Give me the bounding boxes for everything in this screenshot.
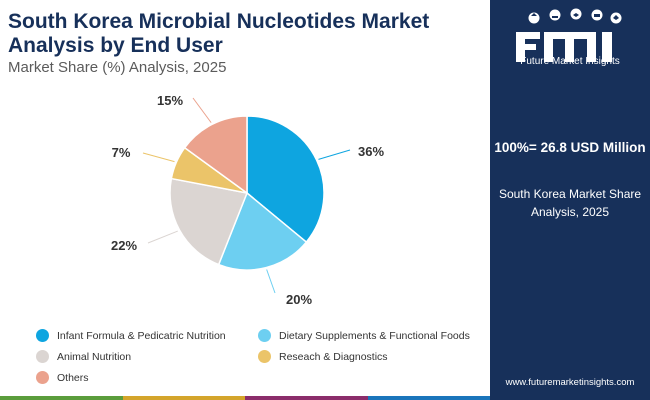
- legend-swatch: [36, 371, 49, 384]
- legend-label: Reseach & Diagnostics: [279, 350, 388, 363]
- data-label-5: 15%: [157, 93, 183, 108]
- sidebar: Future Market Insights 100%= 26.8 USD Mi…: [490, 0, 650, 400]
- leader-line-5: [192, 97, 212, 123]
- pie-chart: 36% 20% 22% 7% 15%: [111, 93, 384, 307]
- bottom-bar-segment: [245, 396, 368, 400]
- pie-slice-2: [217, 191, 308, 271]
- pie-slice-1: [246, 115, 325, 244]
- legend-item: Dietary Supplements & Functional Foods: [258, 329, 470, 342]
- legend-swatch: [36, 350, 49, 363]
- market-share-label: South Korea Market Share Analysis, 2025: [498, 187, 642, 219]
- data-label-2: 20%: [286, 292, 312, 307]
- legend-item: Infant Formula & Pedicatric Nutrition: [36, 329, 226, 342]
- data-label-4: 7%: [112, 145, 131, 160]
- market-total: 100%= 26.8 USD Million: [494, 140, 646, 155]
- bottom-bar-segment: [0, 396, 123, 400]
- bottom-bar-segment: [367, 396, 490, 400]
- website-url[interactable]: www.futuremarketinsights.com: [505, 377, 635, 388]
- data-label-1: 36%: [358, 144, 384, 159]
- legend-label: Animal Nutrition: [57, 350, 132, 363]
- logo-text: Future Market Insights: [520, 56, 620, 67]
- leader-line-3: [147, 230, 178, 244]
- pie-slice-3: [169, 177, 249, 266]
- legend-label: Others: [57, 371, 89, 384]
- legend-label: Dietary Supplements & Functional Foods: [279, 329, 470, 342]
- fmi-logo-icon: [516, 8, 622, 62]
- legend-label: Infant Formula & Pedicatric Nutrition: [57, 329, 226, 342]
- bottom-color-bar: [0, 396, 490, 400]
- data-label-3: 22%: [111, 238, 137, 253]
- chart-title: South Korea Microbial Nucleotides Market…: [8, 10, 430, 57]
- legend-swatch: [36, 329, 49, 342]
- legend-item: Others: [36, 371, 89, 384]
- legend-swatch: [258, 329, 271, 342]
- leader-line-4: [142, 152, 175, 163]
- legend-item: Reseach & Diagnostics: [258, 350, 388, 363]
- leader-line-2: [266, 269, 276, 294]
- pie-slice-5: [183, 115, 248, 195]
- legend-item: Animal Nutrition: [36, 350, 131, 363]
- leader-line-1: [318, 149, 351, 160]
- legend-swatch: [258, 350, 271, 363]
- chart-subtitle: Market Share (%) Analysis, 2025: [8, 59, 227, 76]
- bottom-bar-segment: [122, 396, 245, 400]
